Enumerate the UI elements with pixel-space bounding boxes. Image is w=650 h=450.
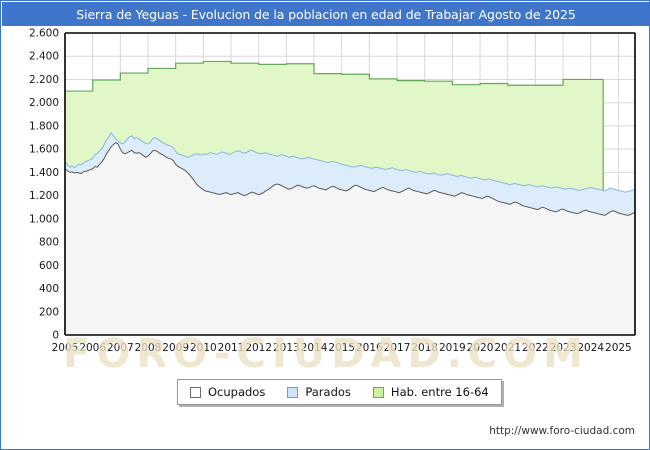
svg-text:2011: 2011 xyxy=(218,342,245,354)
axis-lines xyxy=(64,32,636,336)
window-title-bar: Sierra de Yeguas - Evolucion de la pobla… xyxy=(2,2,650,26)
svg-text:2019: 2019 xyxy=(439,342,466,354)
source-url: http://www.foro-ciudad.com xyxy=(489,425,635,437)
svg-text:2010: 2010 xyxy=(190,342,217,354)
svg-text:2023: 2023 xyxy=(550,342,577,354)
svg-text:200: 200 xyxy=(39,306,59,318)
chart-legend: Ocupados Parados Hab. entre 16-64 xyxy=(177,379,502,405)
svg-text:2.400: 2.400 xyxy=(29,51,59,63)
svg-text:1.200: 1.200 xyxy=(29,190,59,202)
svg-text:2018: 2018 xyxy=(411,342,438,354)
legend-swatch-ocupados xyxy=(190,386,201,398)
svg-text:2024: 2024 xyxy=(577,342,604,354)
legend-label-ocupados: Ocupados xyxy=(208,385,266,399)
svg-text:2013: 2013 xyxy=(273,342,300,354)
svg-text:2022: 2022 xyxy=(522,342,549,354)
legend-item-habitantes: Hab. entre 16-64 xyxy=(372,385,489,399)
chart-plot-area: 0 200 400 600 800 1.000 1.200 1.400 1.600 1.800 2.… xyxy=(1,27,650,367)
legend-label-parados: Parados xyxy=(305,385,351,399)
svg-text:1.800: 1.800 xyxy=(29,120,59,132)
svg-text:2005: 2005 xyxy=(52,342,79,354)
page-title: Sierra de Yeguas - Evolucion de la pobla… xyxy=(76,6,576,22)
svg-text:2015: 2015 xyxy=(328,342,355,354)
svg-text:1.000: 1.000 xyxy=(29,213,59,225)
svg-text:2020: 2020 xyxy=(467,342,494,354)
svg-text:1.400: 1.400 xyxy=(29,167,59,179)
svg-text:800: 800 xyxy=(39,237,59,249)
svg-text:2025: 2025 xyxy=(605,342,632,354)
legend-label-habitantes: Hab. entre 16-64 xyxy=(390,385,489,399)
svg-text:2014: 2014 xyxy=(301,342,328,354)
series-areas xyxy=(64,60,635,335)
svg-text:1.600: 1.600 xyxy=(29,144,59,156)
svg-text:2021: 2021 xyxy=(494,342,521,354)
svg-text:2007: 2007 xyxy=(107,342,134,354)
svg-text:2009: 2009 xyxy=(162,342,189,354)
population-chart-svg: 0 200 400 600 800 1.000 1.200 1.400 1.600 1.800 2.… xyxy=(29,28,636,354)
svg-text:2012: 2012 xyxy=(245,342,272,354)
legend-swatch-parados xyxy=(287,386,299,398)
legend-item-parados: Parados xyxy=(287,385,351,399)
svg-text:2.000: 2.000 xyxy=(29,97,59,109)
svg-text:400: 400 xyxy=(39,283,59,295)
svg-text:2017: 2017 xyxy=(384,342,411,354)
svg-text:2.200: 2.200 xyxy=(29,74,59,86)
svg-text:0: 0 xyxy=(52,330,59,342)
legend-swatch-habitantes xyxy=(372,386,384,398)
svg-text:600: 600 xyxy=(39,260,59,272)
svg-text:2008: 2008 xyxy=(135,342,162,354)
svg-text:2.600: 2.600 xyxy=(29,28,59,40)
y-axis-tick-labels: 0 200 400 600 800 1.000 1.200 1.400 1.600 1.800 2.… xyxy=(29,28,59,342)
x-axis-tick-labels: 2005 2006 2007 2008 2009 2010 2011 2012 2013 2014… xyxy=(52,342,632,354)
svg-text:2006: 2006 xyxy=(79,342,106,354)
svg-text:2016: 2016 xyxy=(356,342,383,354)
legend-item-ocupados: Ocupados xyxy=(190,385,265,399)
